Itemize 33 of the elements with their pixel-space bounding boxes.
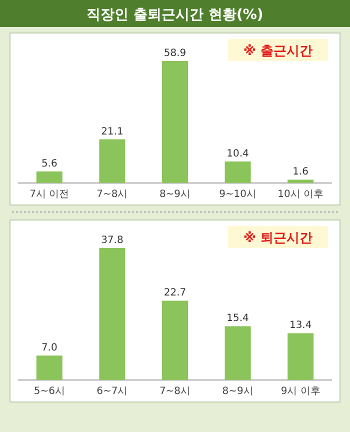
- bar: [224, 161, 251, 183]
- x-tick-label: 9시 이후: [280, 386, 320, 397]
- data-label: 37.8: [101, 235, 124, 246]
- x-tick-label: 5~6시: [34, 386, 65, 397]
- bar: [99, 248, 126, 380]
- x-tick-label: 7~8시: [159, 386, 191, 397]
- data-label: 1.6: [292, 166, 309, 178]
- data-label: 13.4: [289, 320, 312, 332]
- chart-title: ※ 퇴근시간: [243, 231, 313, 246]
- bar: [224, 326, 251, 380]
- data-label: 7.0: [41, 342, 58, 354]
- bar: [288, 333, 314, 380]
- data-label: 58.9: [164, 48, 186, 59]
- data-label: 22.7: [164, 288, 186, 299]
- chart-title: 직장인 출퇴근시간 현황(%): [86, 7, 264, 23]
- data-label: 15.4: [226, 313, 249, 324]
- data-label: 21.1: [101, 126, 124, 138]
- bar: [162, 61, 188, 183]
- bar: [36, 356, 62, 380]
- bar: [288, 180, 314, 183]
- chart-subtitle: ※ 출근시간: [243, 44, 313, 59]
- x-tick-label: 9~10시: [219, 189, 257, 200]
- x-tick-label: 10시 이후: [278, 189, 324, 200]
- data-label: 5.6: [41, 158, 58, 170]
- bar: [99, 139, 126, 183]
- x-tick-label: 7~8시: [96, 189, 128, 200]
- x-tick-label: 8~9시: [159, 189, 191, 200]
- bar: [162, 300, 188, 380]
- x-tick-label: 6~7시: [96, 386, 128, 397]
- data-label: 10.4: [226, 148, 249, 160]
- x-tick-label: 8~9시: [222, 386, 254, 397]
- bar: [36, 171, 62, 183]
- x-tick-label: 7시 이전: [30, 189, 70, 200]
